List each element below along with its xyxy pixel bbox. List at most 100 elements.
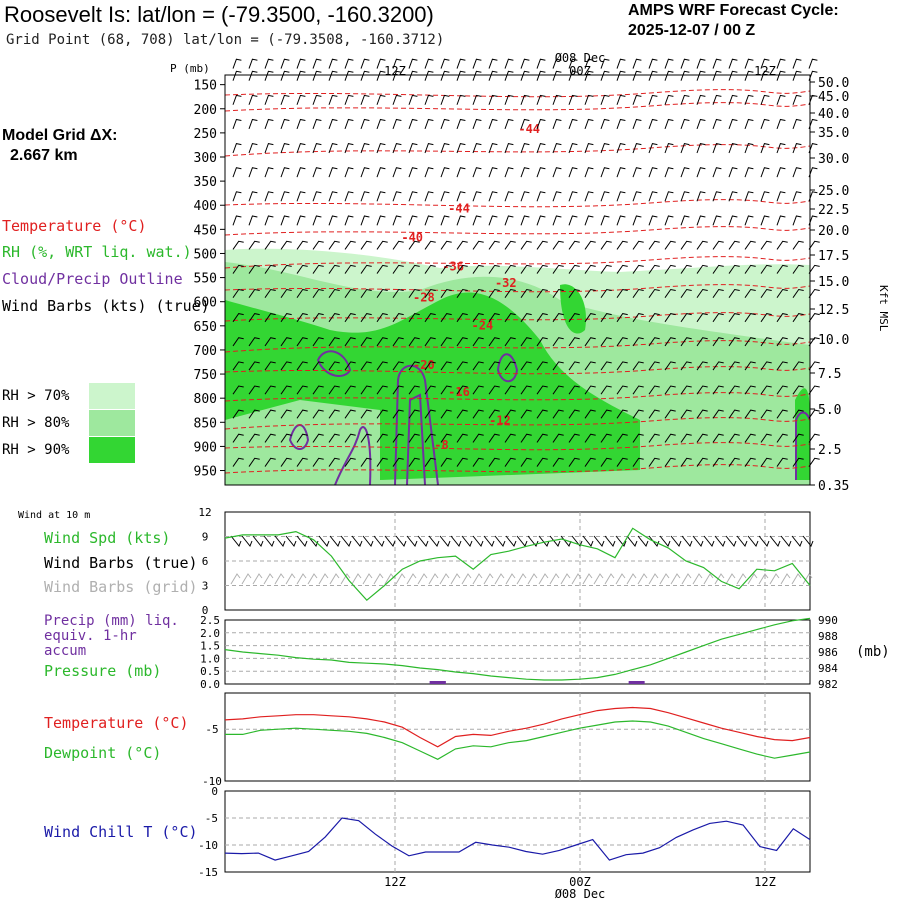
surface-barb-grid [351, 573, 362, 585]
wind-barb [392, 240, 404, 250]
wind-barb [584, 385, 596, 395]
pressure-tick-label-right: 984 [818, 662, 838, 675]
surface-barb-grid [373, 573, 384, 585]
wind-barb [472, 215, 482, 226]
wind-barb [776, 143, 786, 154]
surface-barb [285, 535, 297, 547]
wind-barb [744, 94, 754, 105]
wind-barb [616, 94, 626, 105]
pressure-tick-label: 400 [194, 199, 217, 214]
wind-barb [376, 118, 386, 130]
wind-barb [584, 264, 596, 274]
surface-barb [802, 535, 814, 547]
wind-barb [568, 94, 578, 105]
wind-barb [680, 143, 690, 154]
wind-barb [424, 118, 434, 130]
wind-barb [488, 361, 500, 371]
wind-barb [536, 167, 546, 178]
temperature-label: -28 [413, 291, 435, 305]
wind-barb [792, 58, 802, 69]
wind-barb [632, 215, 642, 226]
wind-barb [488, 288, 500, 298]
wind-barb [728, 143, 738, 154]
wind-barb [408, 143, 418, 154]
height-tick-label: 0.35 [818, 479, 849, 494]
wind-barb [392, 337, 404, 347]
surface-barb-grid [439, 573, 450, 585]
temp-tick-label: -10 [202, 775, 222, 788]
wind-barb [728, 70, 738, 81]
wind-barb [360, 143, 370, 154]
pressure-tick-label-right: 982 [818, 678, 838, 691]
wind-barb [408, 264, 420, 274]
wind-barb [664, 264, 676, 274]
wind-barb [808, 337, 820, 347]
wind-barb [232, 385, 244, 395]
wind-barb [328, 143, 338, 154]
surface-barb-grid [736, 573, 747, 585]
wind-barb [328, 167, 338, 178]
temperature-label: -36 [442, 259, 464, 273]
wind-barb [744, 240, 756, 250]
wind-barb [504, 70, 514, 81]
forecast-cycle-label: AMPS WRF Forecast Cycle: [628, 2, 839, 19]
wind-barb [792, 433, 804, 443]
wind-barb [568, 337, 580, 347]
wind-barb [456, 361, 468, 371]
wind-barb [360, 288, 372, 298]
wind-barb [600, 264, 612, 274]
wind-barb [760, 264, 772, 274]
wind-10m-title: Wind at 10 m [18, 510, 91, 521]
wind-barb [568, 143, 578, 154]
wind-barb [376, 215, 386, 226]
wind-barb [408, 457, 420, 467]
surface-barb-grid [648, 573, 659, 585]
wind-barb [728, 58, 738, 69]
wind-barb [248, 457, 260, 467]
wind-barb [728, 288, 740, 298]
wind-barb [376, 58, 386, 69]
wind-barb [584, 70, 594, 81]
wind-barb [728, 433, 740, 443]
wind-barb [760, 94, 770, 105]
wind-barb [744, 58, 754, 69]
wind-barb [264, 70, 274, 81]
time-tick-label: 12Z [754, 64, 776, 78]
wind-barb [344, 361, 356, 371]
wind-barb [392, 288, 404, 298]
wind-barb [504, 361, 516, 371]
surface-barb [296, 535, 308, 547]
legend-wind-barbs: Wind Barbs (kts) (true) [2, 297, 210, 315]
wind-barb [328, 58, 338, 69]
wind-barb [680, 385, 692, 395]
legend-dewpoint: Dewpoint (°C) [44, 744, 162, 762]
pressure-tick-label: 550 [194, 272, 217, 287]
wind-barb [792, 409, 804, 419]
wind-barb [632, 385, 644, 395]
wind-barb [456, 191, 466, 202]
wind-barb [232, 361, 244, 371]
wind-barb [440, 361, 452, 371]
wind-barb [328, 191, 338, 202]
wind-barb [264, 409, 276, 419]
wind-barb [760, 215, 770, 226]
pressure-tick-label: 150 [194, 79, 217, 94]
surface-barb-grid [296, 573, 307, 585]
wind-barb [632, 240, 644, 250]
wind-barb [296, 313, 308, 323]
wind-barb [440, 337, 452, 347]
wind-barb [808, 409, 820, 419]
wind-barb [504, 288, 516, 298]
wind-barb [616, 215, 626, 226]
wind-barb [744, 457, 756, 467]
wind-barb [424, 457, 436, 467]
wind-barb [360, 385, 372, 395]
legend-rh70-swatch [89, 383, 135, 409]
wind-barb [792, 361, 804, 371]
wind-barb [296, 240, 308, 250]
wind-barb [776, 313, 788, 323]
wind-barb [696, 433, 708, 443]
wind-barb [520, 58, 530, 69]
wind-barb [664, 70, 674, 81]
wind-barb [360, 215, 370, 226]
